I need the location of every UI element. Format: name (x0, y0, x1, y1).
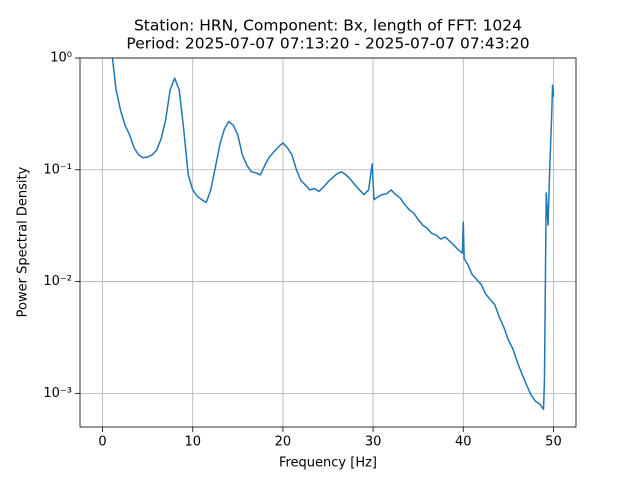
chart-title: Station: HRN, Component: Bx, length of F… (134, 17, 522, 35)
chart-subtitle: Period: 2025-07-07 07:13:20 - 2025-07-07… (126, 35, 529, 53)
x-tick-label: 50 (545, 435, 562, 450)
y-tick-label: 10⁻¹ (43, 162, 72, 177)
x-tick-label: 0 (98, 435, 106, 450)
y-tick-label: 10⁻³ (43, 386, 72, 401)
y-tick-label: 10⁻² (43, 274, 72, 289)
y-axis-label: Power Spectral Density (16, 166, 31, 317)
x-axis-label: Frequency [Hz] (279, 456, 377, 471)
x-tick-label: 10 (184, 435, 201, 450)
x-tick-label: 20 (275, 435, 292, 450)
plot-frame (79, 57, 577, 428)
x-tick-label: 30 (365, 435, 382, 450)
y-tick-label: 10⁰ (50, 51, 72, 66)
x-tick-label: 40 (455, 435, 472, 450)
psd-line (111, 58, 555, 411)
